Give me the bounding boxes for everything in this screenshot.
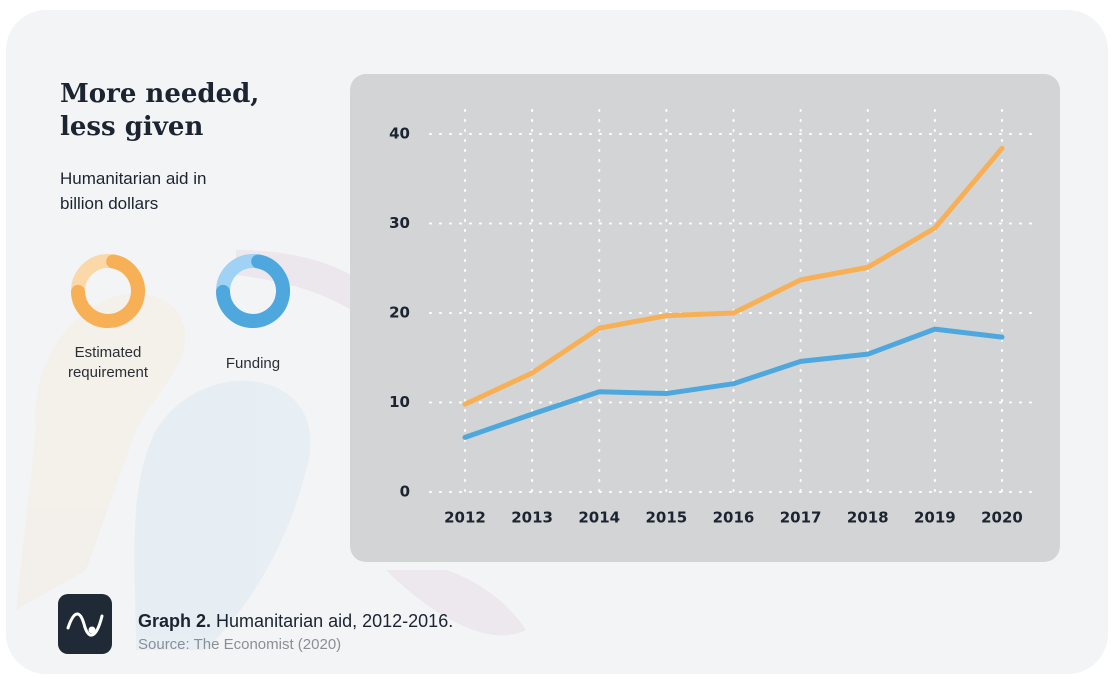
x-tick-label: 2013 (511, 509, 553, 527)
legend-label: Estimated requirement (67, 344, 149, 381)
plot-panel (350, 74, 1060, 562)
chart: 0 10 20 30 40 2012 2013 2014 2015 2016 2017 2018 201… (16, 74, 1060, 654)
y-tick-label: 40 (389, 125, 410, 143)
caption: Graph 2. Humanitarian aid, 2012-2016. (138, 611, 453, 632)
series-line (462, 145, 1005, 407)
legend-donut (71, 254, 145, 328)
source: Source: The Economist (2020) (138, 636, 342, 653)
y-tick-label: 30 (389, 214, 410, 232)
legend-icons (71, 254, 290, 328)
y-tick-label: 20 (389, 304, 410, 322)
icon-wave (66, 612, 104, 637)
subtitle: Humanitarian aid in billion dollars (60, 169, 207, 213)
x-tick-label: 2020 (981, 509, 1023, 527)
caption-label: Graph 2. (138, 611, 212, 631)
x-tick-label: 2019 (914, 509, 956, 527)
x-tick-label: 2012 (444, 509, 486, 527)
title: More needed, less given (60, 79, 260, 142)
series-line (462, 326, 1005, 440)
x-tick-label: 2016 (713, 509, 755, 527)
x-tick-label: 2018 (847, 509, 889, 527)
legend-donut (216, 254, 290, 328)
y-tick-label: 0 (400, 483, 410, 501)
caption-text: Humanitarian aid, 2012-2016. (216, 611, 454, 631)
x-tick-label: 2014 (578, 509, 620, 527)
y-tick-label: 10 (389, 393, 410, 411)
x-tick-label: 2015 (646, 509, 688, 527)
card: 0 10 20 30 40 2012 2013 2014 2015 2016 2017 2018 201… (6, 10, 1108, 674)
x-tick-label: 2017 (780, 509, 822, 527)
legend-label: Funding (225, 355, 281, 372)
icon-dot (88, 626, 96, 634)
